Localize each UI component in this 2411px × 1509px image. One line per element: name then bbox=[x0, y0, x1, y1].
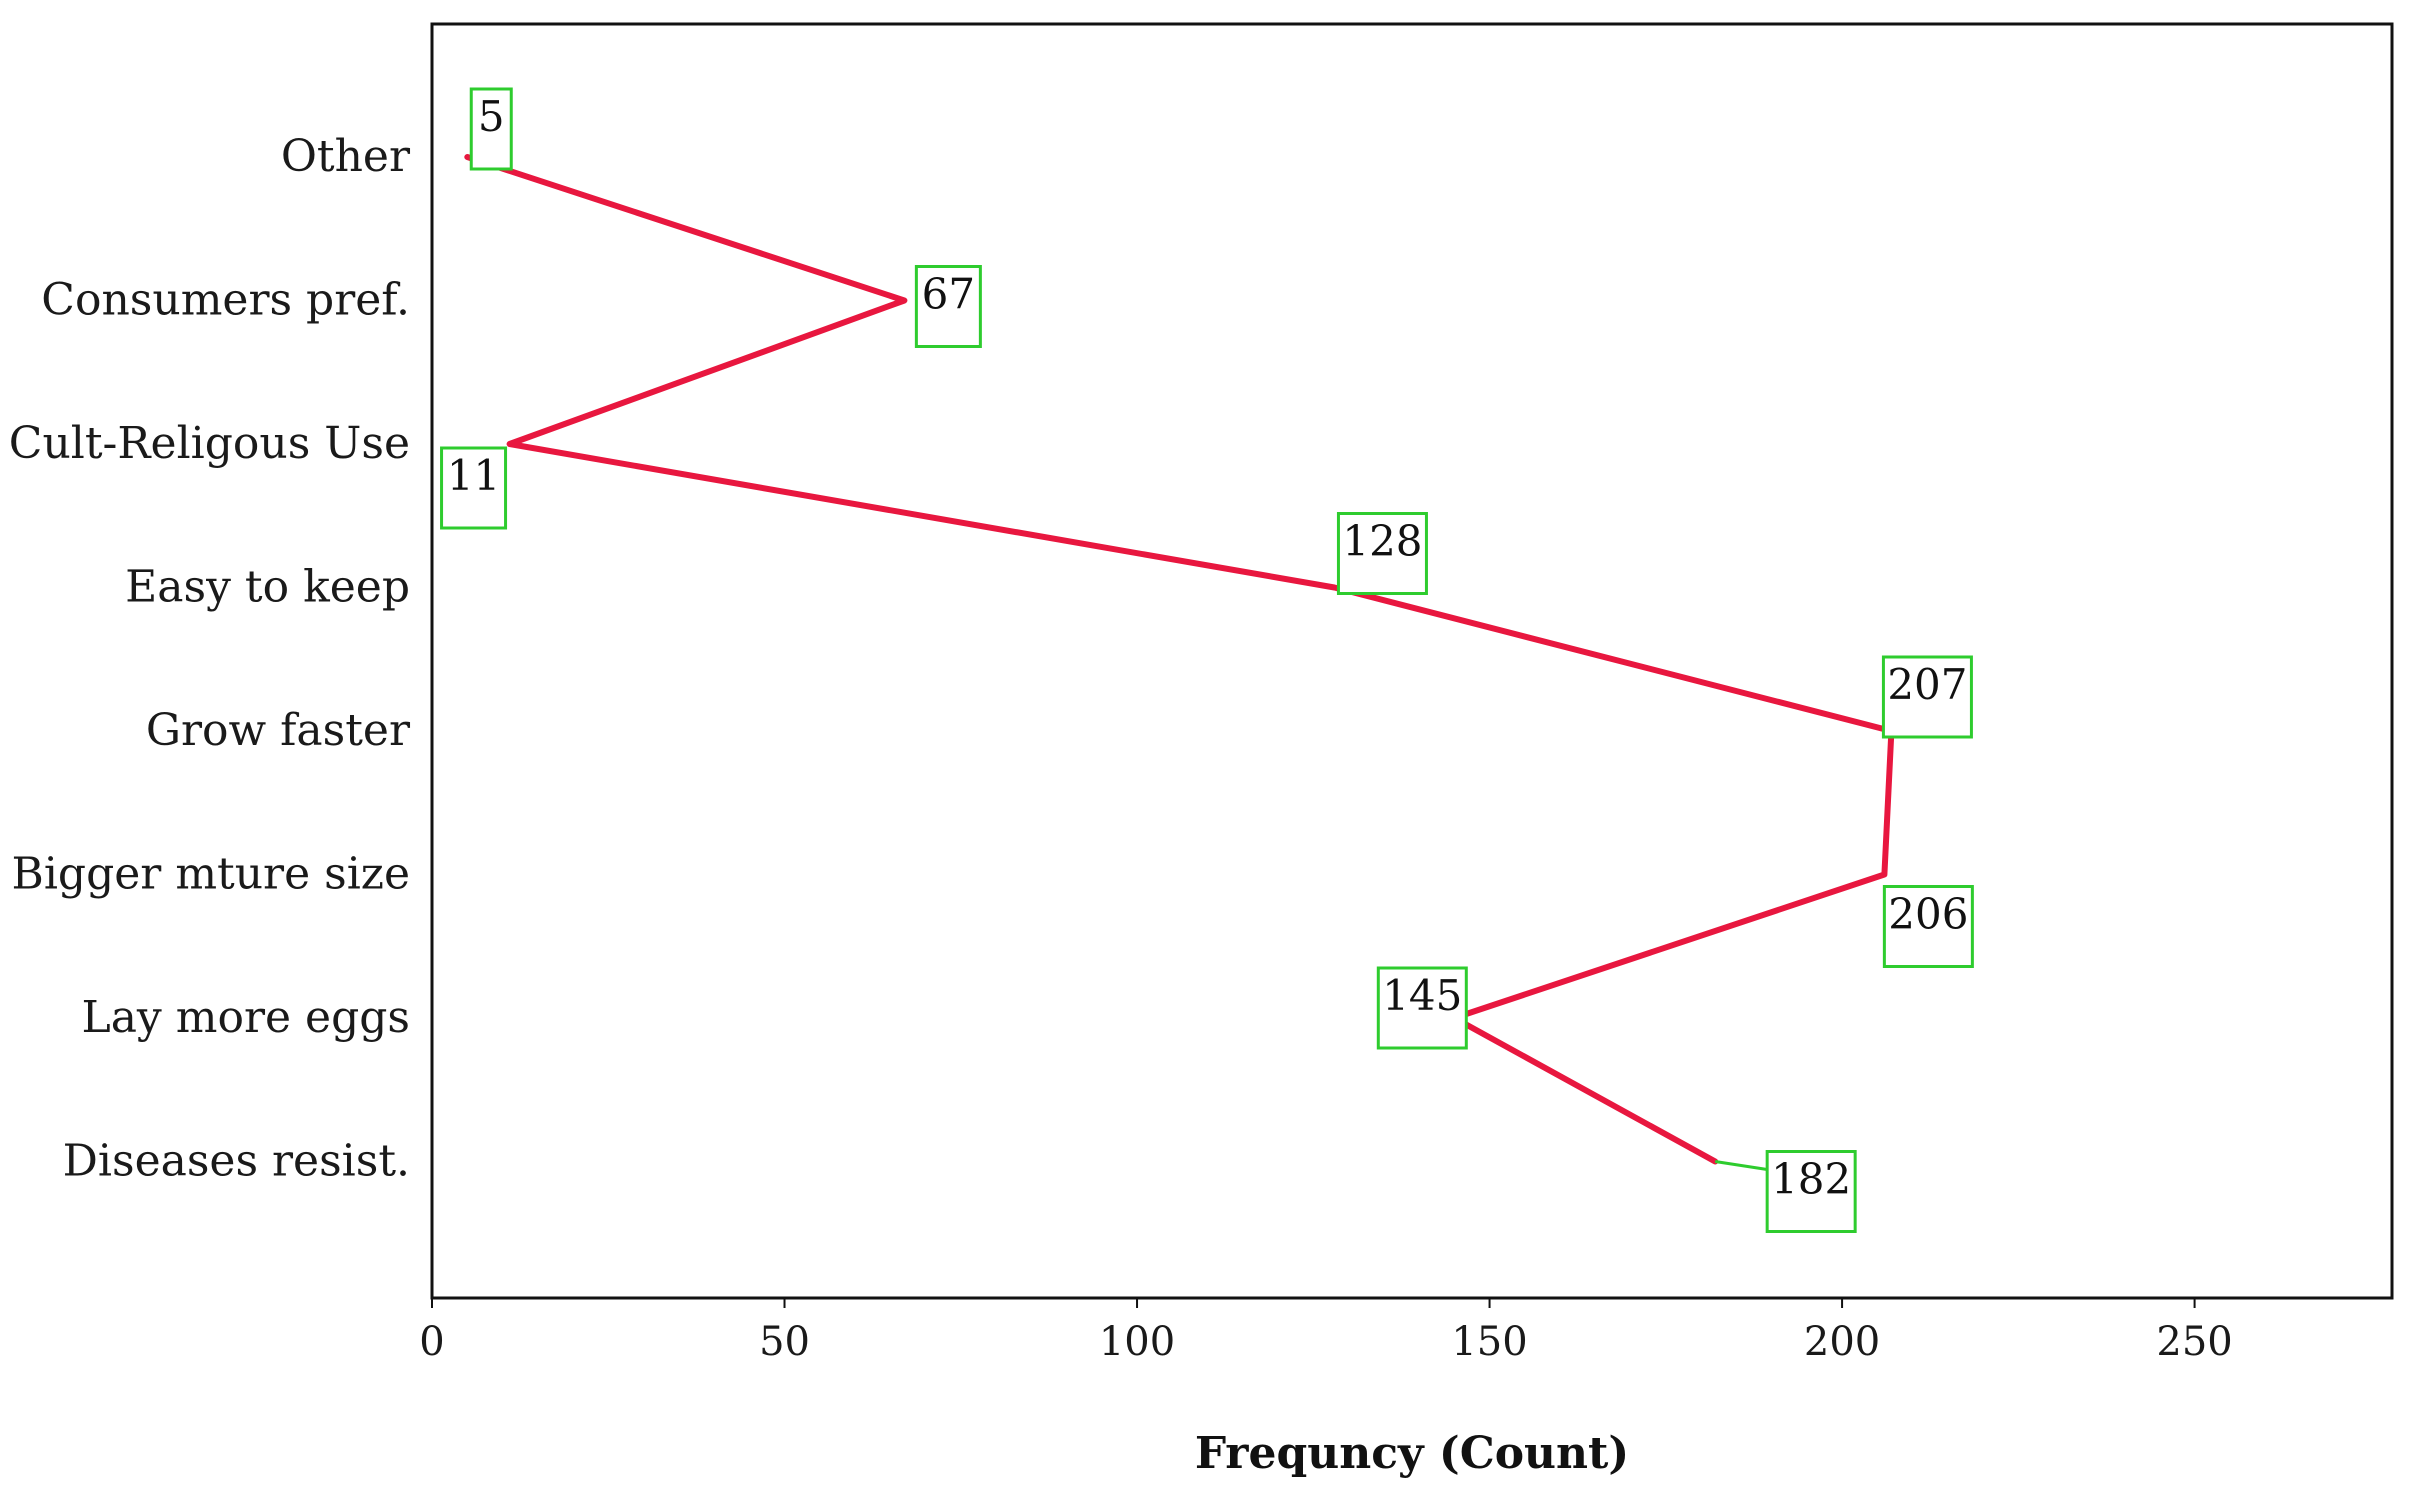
data-label-text: 206 bbox=[1888, 890, 1968, 939]
category-label: Other bbox=[281, 131, 411, 182]
data-label: 11 bbox=[440, 446, 508, 530]
data-label-box bbox=[1881, 655, 1973, 739]
category-label: Lay more eggs bbox=[81, 992, 410, 1043]
category-label: Cult-Religous Use bbox=[9, 418, 410, 469]
category-label: Bigger mture size bbox=[12, 849, 410, 900]
data-label-box bbox=[440, 446, 508, 530]
data-label-box bbox=[1336, 512, 1428, 595]
data-label-text: 182 bbox=[1771, 1155, 1851, 1204]
data-label: 182 bbox=[1714, 1150, 1857, 1233]
data-label-text: 5 bbox=[478, 92, 505, 141]
data-label-text: 67 bbox=[922, 270, 975, 319]
series-line bbox=[464, 154, 1895, 1165]
x-axis-ticks bbox=[431, 1298, 2196, 1308]
data-label: 206 bbox=[1882, 885, 1974, 968]
data-label: 5 bbox=[469, 87, 513, 171]
category-label: Diseases resist. bbox=[63, 1136, 410, 1187]
data-label-box bbox=[1376, 966, 1468, 1050]
data-label: 67 bbox=[914, 265, 982, 348]
data-label-text: 207 bbox=[1887, 660, 1967, 709]
x-axis-tick-labels: 0 50 100 150 200 250 bbox=[419, 1319, 2232, 1365]
data-label-box bbox=[914, 265, 982, 348]
data-label-box bbox=[1765, 1150, 1857, 1233]
x-tick-label: 50 bbox=[759, 1319, 810, 1365]
data-label: 207 bbox=[1881, 655, 1973, 739]
data-label-leader bbox=[1714, 1160, 1768, 1171]
data-label: 128 bbox=[1336, 512, 1428, 595]
data-label-box bbox=[1882, 885, 1974, 968]
data-label-box bbox=[469, 87, 513, 171]
x-axis-title: Frequncy (Count) bbox=[1195, 1428, 1629, 1479]
category-label: Easy to keep bbox=[125, 562, 410, 613]
data-label-text: 145 bbox=[1382, 971, 1462, 1020]
data-label: 145 bbox=[1376, 966, 1468, 1050]
x-tick-label: 150 bbox=[1451, 1319, 1527, 1365]
category-label: Grow faster bbox=[146, 705, 411, 756]
data-label-text: 128 bbox=[1342, 517, 1422, 566]
plot-frame bbox=[430, 22, 2394, 1300]
x-tick-label: 250 bbox=[2156, 1319, 2232, 1365]
x-tick-label: 200 bbox=[1804, 1319, 1880, 1365]
category-labels: Other Consumers pref. Cult-Religous Use Eas… bbox=[9, 131, 411, 1187]
data-label-text: 11 bbox=[447, 451, 500, 500]
data-labels: 5 67 11 128 207 206 145 182 bbox=[440, 87, 1974, 1233]
x-tick-label: 100 bbox=[1099, 1319, 1175, 1365]
category-label: Consumers pref. bbox=[41, 275, 410, 326]
x-tick-label: 0 bbox=[419, 1319, 444, 1365]
